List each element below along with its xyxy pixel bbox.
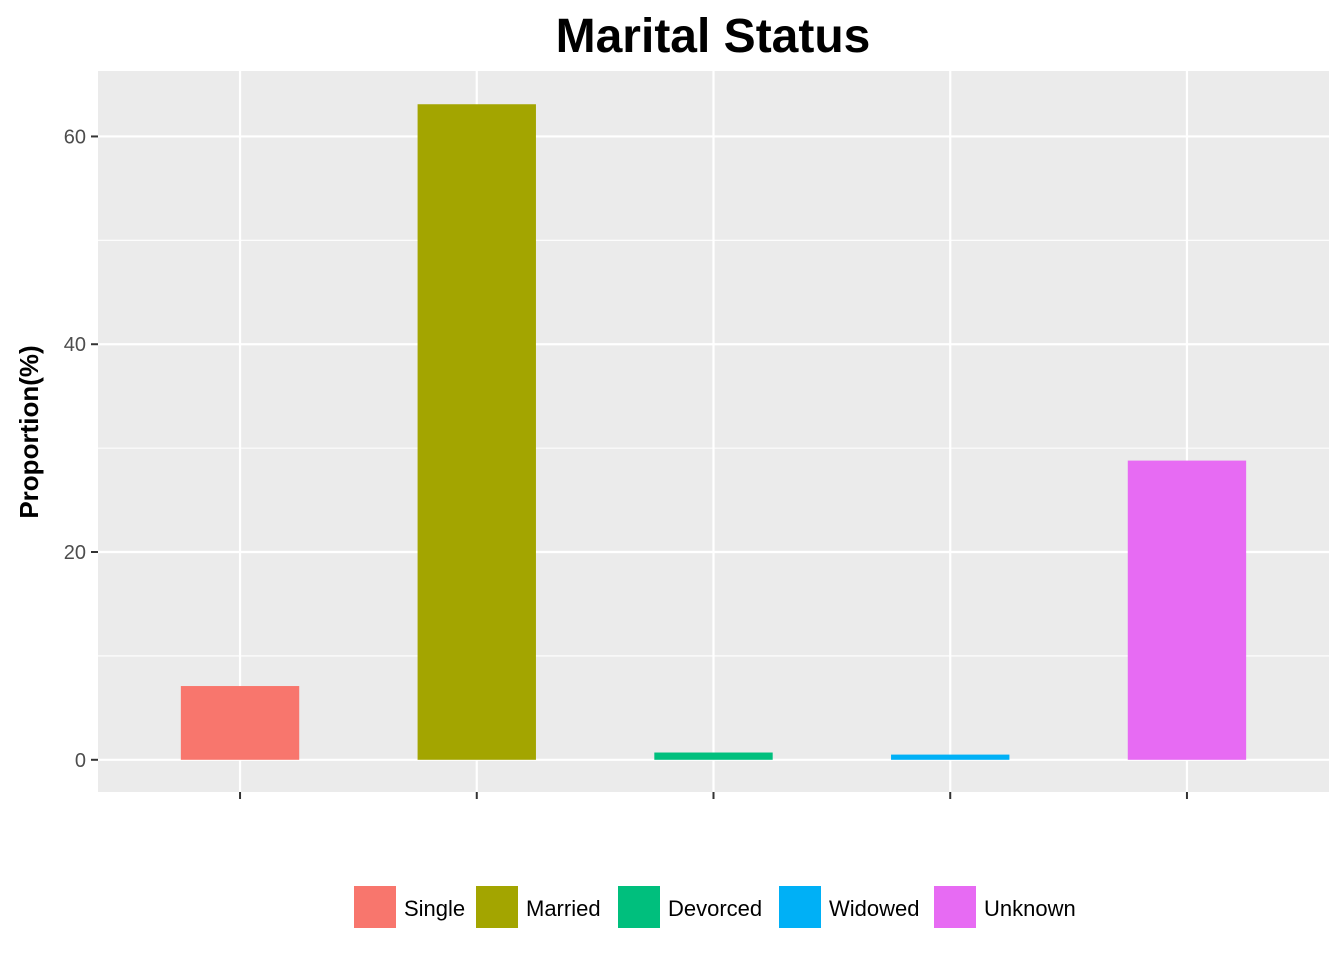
bar-widowed: [891, 754, 1010, 760]
legend-key-single: [354, 886, 396, 928]
bars: [180, 104, 1247, 760]
legend-label-devorced: Devorced: [668, 896, 762, 921]
legend-label-unknown: Unknown: [984, 896, 1076, 921]
chart-title: Marital Status: [556, 10, 871, 63]
bar-married: [417, 104, 536, 760]
legend-key-widowed: [779, 886, 821, 928]
legend-label-married: Married: [526, 896, 601, 921]
y-axis-label: Proportion(%): [14, 345, 44, 518]
bar-unknown: [1127, 460, 1247, 760]
y-tick-label: 20: [64, 542, 86, 564]
legend-label-single: Single: [404, 896, 465, 921]
legend-label-widowed: Widowed: [829, 896, 919, 921]
x-axis: [239, 792, 1188, 799]
y-tick-label: 0: [75, 750, 86, 772]
y-tick-label: 40: [64, 334, 86, 356]
bar-devorced: [654, 752, 773, 760]
legend: Single Married Devorced Widowed Unknown: [354, 886, 1076, 928]
legend-key-unknown: [934, 886, 976, 928]
y-axis: 0 20 40 60: [64, 126, 98, 772]
y-tick-label: 60: [64, 126, 86, 148]
legend-key-married: [476, 886, 518, 928]
legend-key-devorced: [618, 886, 660, 928]
bar-single: [180, 686, 300, 760]
